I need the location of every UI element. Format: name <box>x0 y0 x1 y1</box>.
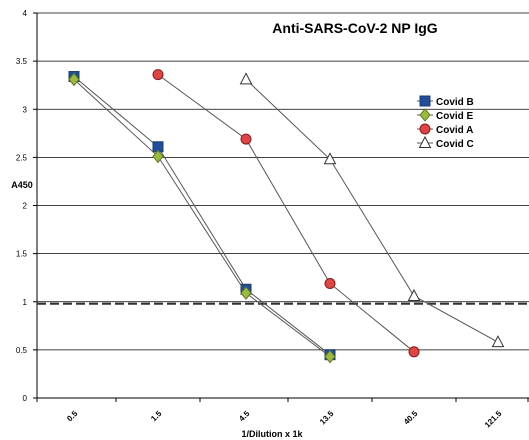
x-tick-label: 0.5 <box>65 409 80 424</box>
y-tick-label: 2.5 <box>16 153 28 162</box>
legend-label-covid-b: Covid B <box>436 97 474 108</box>
legend: Covid B Covid E Covid A Covid C <box>417 95 474 150</box>
y-tick-label: 3 <box>23 105 28 114</box>
data-point-covid-e <box>240 286 252 300</box>
y-tick-label: 0 <box>23 394 28 403</box>
series-group <box>68 69 505 364</box>
data-point-covid-a <box>240 133 252 145</box>
data-point-covid-c <box>491 335 505 348</box>
legend-marker-covid-b <box>419 95 431 107</box>
y-tick-label: 1.5 <box>16 250 28 259</box>
legend-marker-covid-e <box>419 108 431 122</box>
legend-marker-covid-a <box>419 123 431 135</box>
data-point-covid-a <box>408 346 420 358</box>
x-tick-label: 4.5 <box>237 409 252 424</box>
axes <box>33 12 529 402</box>
series-line-covid-b <box>73 76 331 356</box>
series-line-covid-e <box>73 79 331 358</box>
data-point-covid-c <box>323 152 337 165</box>
data-point-covid-c <box>239 72 253 85</box>
x-tick-label: 13.5 <box>318 409 336 427</box>
series-line-covid-c <box>245 79 499 343</box>
y-tick-label: 1 <box>23 298 28 307</box>
data-point-covid-a <box>152 69 164 81</box>
x-tick-label: 1.5 <box>149 409 164 424</box>
gridlines <box>37 12 529 351</box>
y-tick-label: 2 <box>23 202 28 211</box>
y-axis-label: A450 <box>11 180 33 190</box>
series-covid-a <box>152 69 420 358</box>
x-tick-label: 121.5 <box>483 409 504 430</box>
legend-label-covid-c: Covid C <box>436 139 474 150</box>
chart-title: Anti-SARS-CoV-2 NP IgG <box>272 20 438 36</box>
data-point-covid-e <box>152 149 164 164</box>
data-point-covid-e <box>68 72 80 87</box>
data-point-covid-a <box>324 277 336 289</box>
series-covid-b <box>68 71 336 361</box>
data-point-covid-c <box>407 288 421 301</box>
x-axis-label: 1/Dilution x 1k <box>241 429 303 439</box>
y-tick-label: 4 <box>23 9 28 18</box>
tick-labels: 00.511.522.533.540.5 1.5 4.5 13.5 40.5 121.5 <box>16 9 504 430</box>
series-line-covid-a <box>157 74 415 353</box>
legend-label-covid-e: Covid E <box>436 111 474 122</box>
y-tick-label: 0.5 <box>16 346 28 355</box>
series-covid-c <box>239 72 505 348</box>
series-covid-e <box>68 72 336 364</box>
data-point-covid-e <box>324 349 336 364</box>
y-tick-label: 3.5 <box>16 57 28 66</box>
legend-marker-covid-c <box>418 135 432 148</box>
legend-label-covid-a: Covid A <box>436 125 473 136</box>
x-tick-label: 40.5 <box>402 409 420 427</box>
